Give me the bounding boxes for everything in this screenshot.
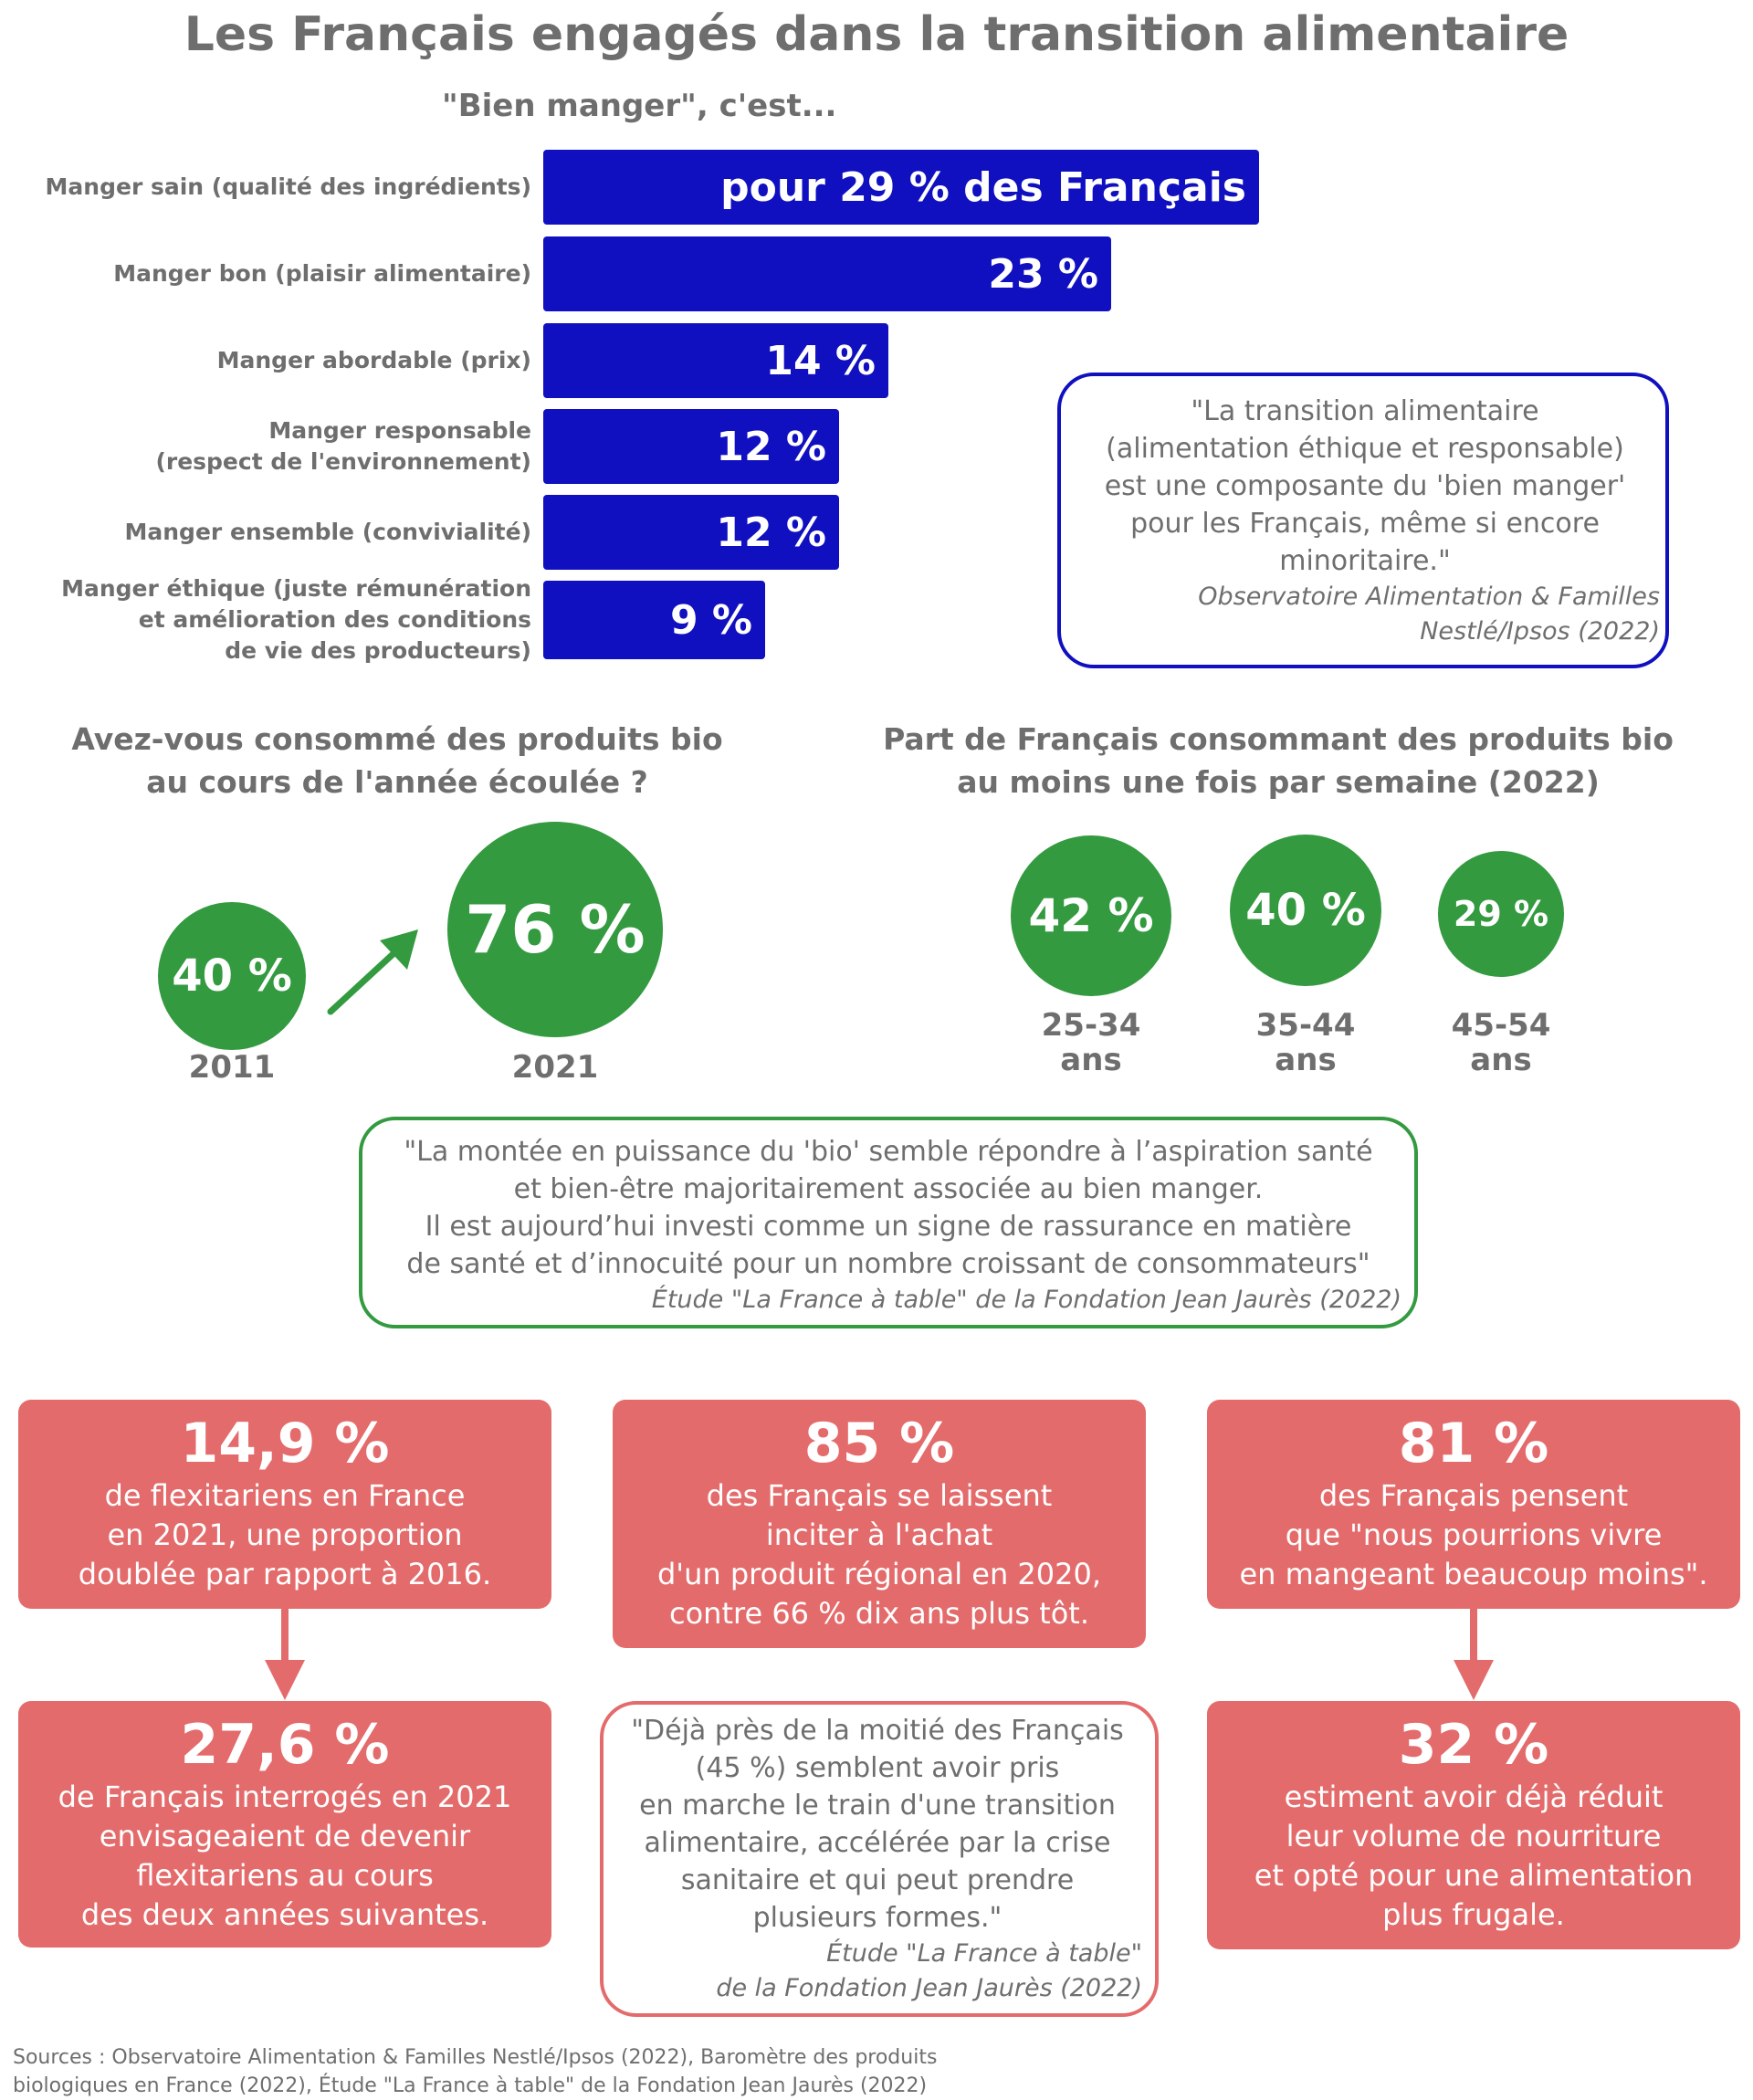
stat-card-eat-less: 81 % des Français pensent que "nous pour… xyxy=(1207,1400,1740,1609)
bar-category-label: Manger responsable (respect de l'environ… xyxy=(155,417,531,475)
bar: 12 % xyxy=(543,409,839,484)
bar-category-label: Manger ensemble (convivialité) xyxy=(124,519,531,545)
bar-value-label: pour 29 % des Français xyxy=(720,163,1246,211)
arrow-down-icon xyxy=(1454,1609,1494,1700)
stat-card-regional: 85 % des Français se laissent inciter à … xyxy=(613,1400,1146,1648)
bar-chart-title: "Bien manger", c'est... xyxy=(442,88,837,124)
stat-card-flexitarians: 14,9 % de flexitariens en France en 2021… xyxy=(18,1400,551,1609)
quote-source: Étude "La France à table" de la Fondatio… xyxy=(716,1939,1142,2002)
quote-box-transition: "La transition alimentaire (alimentation… xyxy=(1057,373,1669,668)
stat-card-future-flexitarians: 27,6 % de Français interrogés en 2021 en… xyxy=(18,1701,551,1948)
bubble-35-44: 40 % xyxy=(1230,835,1381,986)
bar: 23 % xyxy=(543,236,1111,311)
stat-text: de flexitariens en France en 2021, une p… xyxy=(78,1478,492,1591)
stat-value: 32 % xyxy=(1398,1713,1549,1777)
bar-value-label: 12 % xyxy=(716,423,826,470)
label-2011: 2011 xyxy=(188,1049,276,1086)
bar-value-label: 23 % xyxy=(988,250,1098,298)
label-2021: 2021 xyxy=(511,1049,599,1086)
bar-category-label: Manger éthique (juste rémunération et am… xyxy=(61,575,531,664)
quote-box-transition-half: "Déjà près de la moitié des Français (45… xyxy=(600,1701,1159,2017)
quote-source: Étude "La France à table" de la Fondatio… xyxy=(651,1286,1401,1314)
bubble-25-34: 42 % xyxy=(1011,835,1171,996)
quote-source: Observatoire Alimentation & Familles Nes… xyxy=(1198,583,1660,646)
bar-category-label: Manger bon (plaisir alimentaire) xyxy=(113,260,531,287)
stat-text: des Français pensent que "nous pourrions… xyxy=(1239,1478,1708,1591)
label-45-54: 45-54 ans xyxy=(1451,1007,1551,1078)
sources-note: Sources : Observatoire Alimentation & Fa… xyxy=(13,2046,938,2097)
bar: 14 % xyxy=(543,323,888,398)
stat-value: 85 % xyxy=(803,1412,955,1475)
label-35-44: 35-44 ans xyxy=(1255,1007,1356,1078)
bubble-2011: 40 % xyxy=(158,902,306,1050)
quote-text: "La transition alimentaire (alimentation… xyxy=(1104,395,1626,577)
bar-category-label: Manger sain (qualité des ingrédients) xyxy=(45,173,531,200)
bar: 9 % xyxy=(543,581,765,659)
page-title: Les Français engagés dans la transition … xyxy=(184,7,1569,62)
bar-category-label: Manger abordable (prix) xyxy=(216,347,531,373)
stat-text: des Français se laissent inciter à l'ach… xyxy=(656,1478,1101,1631)
trend-arrow-icon xyxy=(327,929,418,1015)
quote-text: "Déjà près de la moitié des Français (45… xyxy=(631,1715,1124,1934)
quote-box-bio: "La montée en puissance du 'bio' semble … xyxy=(359,1117,1418,1328)
stat-value: 27,6 % xyxy=(180,1713,390,1777)
bubble-2021: 76 % xyxy=(447,822,663,1037)
bubble-45-54: 29 % xyxy=(1438,851,1564,977)
bar-value-label: 14 % xyxy=(765,337,876,384)
stat-text: estiment avoir déjà réduit leur volume d… xyxy=(1254,1780,1694,1932)
bar: 12 % xyxy=(543,495,839,570)
stat-value: 14,9 % xyxy=(180,1412,390,1475)
bio-weekly-title: Part de Français consommant des produits… xyxy=(883,721,1674,800)
bar: pour 29 % des Français xyxy=(543,150,1259,225)
bar-value-label: 12 % xyxy=(716,509,826,556)
stat-value: 81 % xyxy=(1398,1412,1549,1475)
arrow-down-icon xyxy=(265,1609,305,1700)
bio-consumption-title: Avez-vous consommé des produits bio au c… xyxy=(71,721,723,800)
stat-text: de Français interrogés en 2021 envisagea… xyxy=(58,1780,512,1932)
stat-card-reduced: 32 % estiment avoir déjà réduit leur vol… xyxy=(1207,1701,1740,1949)
label-25-34: 25-34 ans xyxy=(1041,1007,1141,1078)
bar-value-label: 9 % xyxy=(669,596,752,644)
quote-text: "La montée en puissance du 'bio' semble … xyxy=(404,1136,1373,1280)
